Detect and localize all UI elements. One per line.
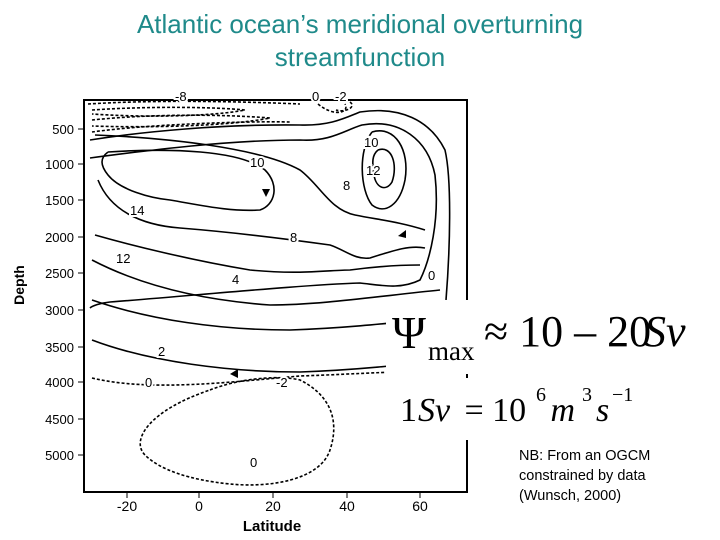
x-tick-label: 40 xyxy=(339,498,355,514)
y-tick-label: 1000 xyxy=(45,157,74,172)
y-axis-label: Depth xyxy=(11,265,27,305)
contour-label: 2 xyxy=(158,344,165,359)
slide-title-line-2: streamfunction xyxy=(274,42,446,72)
source-note-line-2: constrained by data xyxy=(519,468,646,484)
contour-line xyxy=(91,121,291,133)
contour-line xyxy=(87,100,301,105)
contour-line xyxy=(91,106,246,117)
flow-arrow xyxy=(262,189,270,197)
source-note: NB: From an OGCM constrained by data (Wu… xyxy=(519,446,709,506)
y-tick-label: 4500 xyxy=(45,412,74,427)
contour-label: 0 xyxy=(250,455,257,470)
contour-label: 0 xyxy=(428,268,435,283)
contour-line xyxy=(89,109,451,301)
sverdrup-definition: 1 Sv = 10 6 m 3 s −1 xyxy=(394,378,664,440)
flow-arrow xyxy=(398,230,406,238)
x-tick-label: 0 xyxy=(195,498,203,514)
contour-line xyxy=(91,259,441,306)
contour-label: 0 xyxy=(145,375,152,390)
contour-label: 4 xyxy=(232,272,239,287)
x-tick-label: -20 xyxy=(117,498,137,514)
x-tick-label: 20 xyxy=(265,498,281,514)
y-tick-label: 3000 xyxy=(45,303,74,318)
y-tick-label: 500 xyxy=(52,122,74,137)
contour-line xyxy=(94,234,421,274)
contour-label: 10 xyxy=(250,155,264,170)
contour-label: 0 xyxy=(312,89,319,104)
psi-max-formula: Ψ max ≈ 10 – 20 Sv xyxy=(386,300,706,374)
y-tick-label: 1500 xyxy=(45,193,74,208)
contour-line xyxy=(361,130,407,210)
contour-label: -2 xyxy=(335,89,347,104)
source-note-line-3: (Wunsch, 2000) xyxy=(519,488,622,504)
plot-frame xyxy=(83,99,468,493)
psi-unit: Sv xyxy=(644,307,686,356)
contour-label: 12 xyxy=(366,163,380,178)
y-tick-label: 4000 xyxy=(45,375,74,390)
slide-title: Atlantic ocean’s meridional overturning … xyxy=(0,8,720,74)
contour-line xyxy=(101,149,275,212)
sv-unit: Sv xyxy=(418,392,451,429)
x-tick-label: 60 xyxy=(412,498,428,514)
contour-line xyxy=(91,370,446,386)
sv-m: m xyxy=(542,392,576,429)
y-tick-label: 2500 xyxy=(45,266,74,281)
y-axis: 500 1000 1500 2000 2500 3000 3500 4000 4… xyxy=(45,122,84,463)
source-note-line-1: NB: From an OGCM xyxy=(519,448,651,464)
sv-exponent-minus-1: −1 xyxy=(612,384,634,406)
contour-label: 8 xyxy=(290,230,297,245)
contour-line xyxy=(139,376,335,486)
contour-line xyxy=(372,148,396,189)
contour-label: -2 xyxy=(276,375,288,390)
x-axis: -20 0 20 40 60 xyxy=(117,492,428,514)
contour-line xyxy=(97,179,426,260)
contour-line xyxy=(317,103,347,114)
contour-label: 12 xyxy=(116,251,130,266)
contour-line xyxy=(335,101,353,112)
y-tick-label: 5000 xyxy=(45,448,74,463)
sv-equals-ten: = 10 xyxy=(456,392,527,429)
contour-label: 14 xyxy=(130,203,144,218)
contour-label: 8 xyxy=(343,178,350,193)
y-tick-label: 2000 xyxy=(45,230,74,245)
contour-label: -8 xyxy=(175,89,187,104)
sv-exponent-3: 3 xyxy=(582,384,592,406)
contour-line xyxy=(94,134,426,231)
sv-exponent-6: 6 xyxy=(536,384,546,406)
psi-subscript: max xyxy=(428,336,475,366)
psi-symbol: Ψ xyxy=(392,307,426,358)
contour-line xyxy=(91,114,271,128)
flow-arrows xyxy=(230,189,406,378)
contour-labels: -8 0 -2 10 12 10 14 8 12 8 4 0 2 0 -2 0 xyxy=(114,87,437,472)
sv-s: s xyxy=(596,392,610,429)
flow-arrow xyxy=(230,369,238,378)
psi-relation: ≈ 10 – 20 xyxy=(484,307,652,356)
contour-label: 10 xyxy=(364,135,378,150)
contour-line xyxy=(89,122,438,309)
y-tick-label: 3500 xyxy=(45,340,74,355)
slide-title-line-1: Atlantic ocean’s meridional overturning xyxy=(136,9,584,39)
x-axis-label: Latitude xyxy=(243,518,301,535)
sv-one: 1 xyxy=(400,392,417,429)
